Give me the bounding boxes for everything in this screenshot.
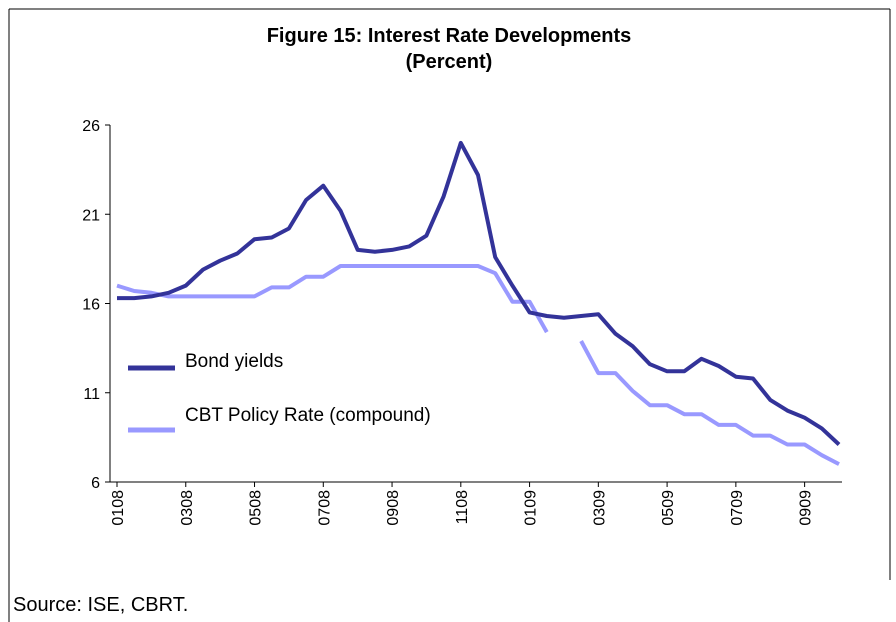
x-tick-label: 0508 bbox=[248, 490, 265, 526]
legend-label: Bond yields bbox=[185, 351, 283, 372]
x-tick-label: 0908 bbox=[385, 490, 402, 526]
y-tick-label: 6 bbox=[91, 475, 100, 492]
y-tick-label: 21 bbox=[82, 207, 100, 224]
series-line bbox=[117, 140, 841, 446]
y-tick-label: 26 bbox=[82, 118, 100, 135]
x-tick-label: 0509 bbox=[660, 490, 677, 526]
y-tick-label: 16 bbox=[82, 297, 100, 314]
x-tick-label: 1108 bbox=[454, 490, 471, 525]
chart-subtitle: (Percent) bbox=[406, 51, 493, 73]
legend-label: CBT Policy Rate (compound) bbox=[185, 405, 431, 426]
series-line bbox=[116, 264, 840, 466]
x-tick-label: 0909 bbox=[798, 490, 815, 526]
chart-title: Figure 15: Interest Rate Developments bbox=[267, 25, 632, 47]
source: Source: ISE, CBRT. bbox=[13, 594, 188, 616]
x-tick-label: 0709 bbox=[729, 490, 746, 526]
x-tick-label: 0708 bbox=[316, 490, 333, 526]
x-tick-label: 0309 bbox=[591, 490, 608, 526]
x-tick-label: 0308 bbox=[179, 490, 196, 526]
x-tick-label: 0108 bbox=[110, 490, 127, 526]
y-tick-label: 11 bbox=[83, 386, 100, 403]
x-tick-label: 0109 bbox=[523, 490, 540, 526]
